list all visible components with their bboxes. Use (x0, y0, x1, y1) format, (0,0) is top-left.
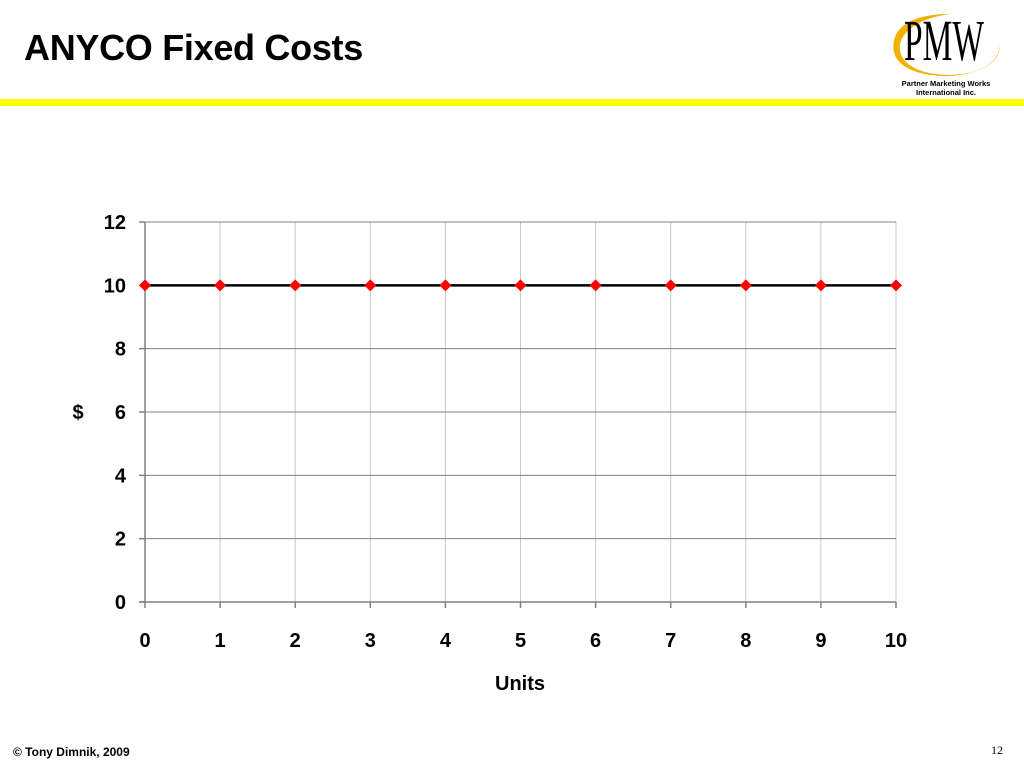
slide-title: ANYCO Fixed Costs (24, 27, 363, 68)
x-tick-label: 2 (290, 630, 301, 652)
chart-series (139, 279, 902, 292)
page-number: 12 (991, 743, 1003, 757)
data-point-marker (739, 279, 752, 292)
data-point-marker (439, 279, 452, 292)
x-tick-label: 9 (815, 630, 826, 652)
data-point-marker (514, 279, 527, 292)
data-point-marker (364, 279, 377, 292)
x-axis-title: Units (495, 673, 545, 695)
logo-mark-text: PMW (904, 8, 984, 73)
y-tick-label: 10 (104, 275, 126, 297)
x-tick-label: 4 (440, 630, 452, 652)
footer-copyright: © Tony Dimnik, 2009 (13, 745, 130, 759)
data-point-marker (589, 279, 602, 292)
y-tick-label: 12 (104, 212, 126, 234)
y-tick-label: 6 (115, 402, 126, 424)
y-tick-label: 2 (115, 529, 126, 551)
title-underline (0, 99, 1024, 106)
x-tick-label: 0 (139, 630, 150, 652)
data-point-marker (814, 279, 827, 292)
x-tick-label: 8 (740, 630, 751, 652)
logo-line1: Partner Marketing Works (902, 79, 991, 88)
chart-axes (139, 221, 897, 608)
y-tick-label: 4 (115, 465, 127, 487)
x-tick-label: 6 (590, 630, 601, 652)
y-axis-title: $ (72, 402, 83, 424)
logo-line2: International Inc. (916, 88, 976, 97)
y-tick-label: 8 (115, 339, 126, 361)
x-tick-label: 1 (215, 630, 226, 652)
y-tick-label: 0 (115, 592, 126, 614)
data-point-marker (214, 279, 227, 292)
x-tick-label: 3 (365, 630, 376, 652)
pmw-logo-icon: PMW Partner Marketing Works Internationa… (893, 8, 1000, 97)
x-tick-label: 5 (515, 630, 526, 652)
pmw-logo: PMW Partner Marketing Works Internationa… (884, 2, 1008, 98)
data-point-marker (890, 279, 902, 292)
x-tick-label: 10 (885, 630, 907, 652)
data-point-marker (289, 279, 302, 292)
data-point-marker (664, 279, 677, 292)
chart-gridlines (145, 221, 897, 602)
data-point-marker (139, 279, 151, 292)
x-tick-label: 7 (665, 630, 676, 652)
